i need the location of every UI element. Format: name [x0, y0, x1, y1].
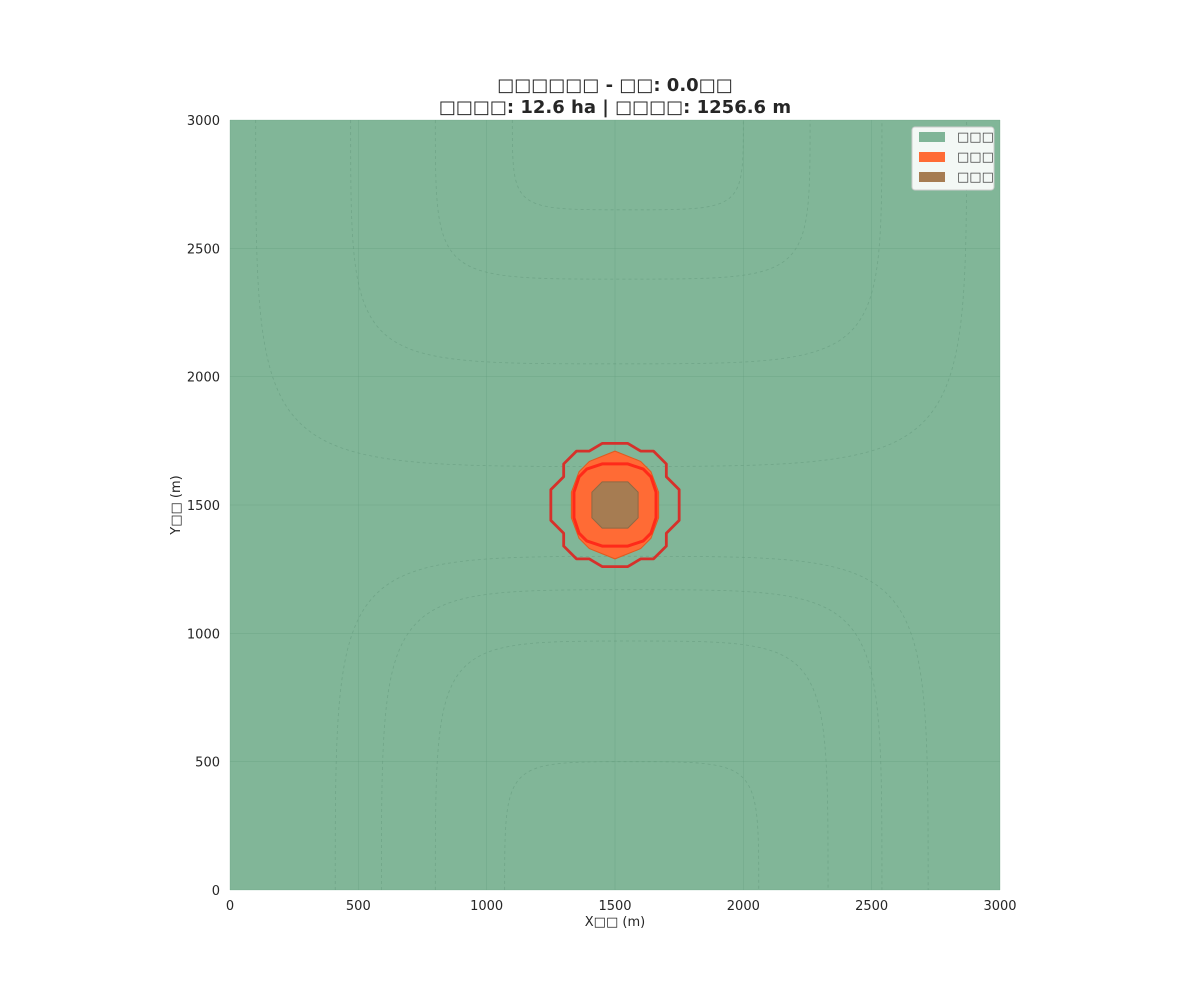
x-axis-ticks: 0 500 1000 1500 2000 2500 3000 [226, 899, 1017, 914]
fire-perimeter-outer [549, 441, 681, 568]
x-tick-label: 500 [346, 899, 371, 914]
grid-lines [229, 119, 1001, 891]
x-tick-label: 2000 [727, 899, 760, 914]
legend: □□□ □□□ □□□ [911, 126, 995, 191]
legend-label-unburned: □□□ [957, 130, 994, 145]
y-tick-label: 500 [195, 756, 220, 771]
contour-line [434, 119, 811, 280]
fire-layers [549, 441, 681, 568]
y-tick-label: 1000 [187, 627, 220, 642]
x-tick-label: 3000 [983, 899, 1016, 914]
y-axis-ticks: 0 500 1000 1500 2000 2500 3000 [187, 114, 220, 899]
x-tick-label: 0 [226, 899, 234, 914]
plot-area [229, 119, 1001, 891]
chart-title-line1: □□□□□□ - □□: 0.0□□ [497, 75, 732, 96]
y-tick-label: 3000 [187, 114, 220, 129]
y-tick-label: 2000 [187, 371, 220, 386]
x-tick-label: 2500 [855, 899, 888, 914]
legend-swatch-burned [919, 172, 945, 182]
x-tick-label: 1000 [470, 899, 503, 914]
y-tick-label: 2500 [187, 242, 220, 257]
contour-line [381, 589, 883, 891]
x-tick-label: 1500 [598, 899, 631, 914]
fire-perimeter-inner [572, 462, 658, 548]
y-tick-label: 1500 [187, 499, 220, 514]
contour-line [511, 119, 744, 211]
y-tick-label: 0 [212, 884, 220, 899]
contour-line [350, 119, 883, 365]
contour-line [334, 555, 929, 891]
legend-label-burning: □□□ [957, 150, 994, 165]
legend-swatch-burning [919, 152, 945, 162]
legend-label-burned: □□□ [957, 170, 994, 185]
contour-line [504, 761, 760, 891]
y-axis-label: Y□□ (m) [169, 475, 184, 535]
x-axis-label: X□□ (m) [585, 915, 645, 930]
chart-title-line2: □□□□: 12.6 ha | □□□□: 1256.6 m [439, 97, 791, 118]
burned-zone [591, 481, 639, 529]
contour-line [434, 640, 829, 891]
legend-swatch-unburned [919, 132, 945, 142]
